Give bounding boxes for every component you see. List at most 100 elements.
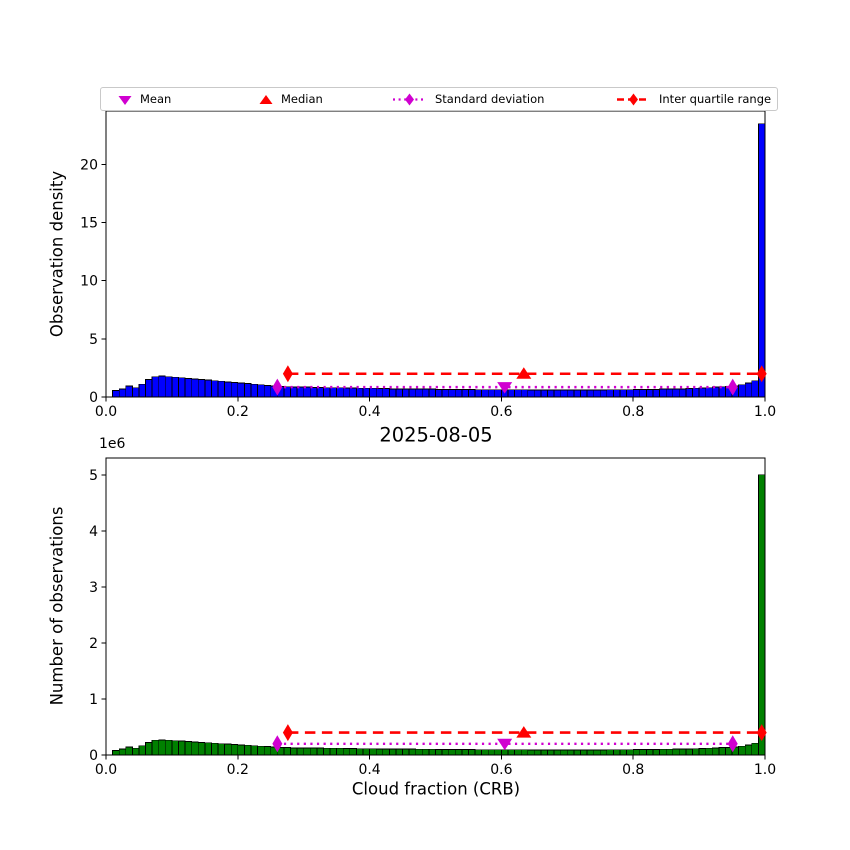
histogram-bar: [151, 739, 160, 756]
x-ticks: 0.0 0.2 0.4 0.6 0.8 1.0: [95, 755, 776, 778]
histogram-bar: [678, 748, 687, 756]
histogram-bar: [705, 747, 713, 756]
histogram-bar: [402, 388, 410, 398]
histogram-bar: [131, 387, 140, 398]
histogram-bar: [125, 746, 133, 756]
histogram-bar: [468, 389, 476, 398]
histogram-bar: [652, 749, 660, 756]
histogram-bar: [118, 748, 127, 756]
histogram-bar: [316, 747, 324, 756]
std-low-marker: [272, 378, 283, 396]
histogram-bar: [553, 389, 562, 398]
y-tick-label: 10: [80, 274, 98, 290]
histogram-bar: [197, 741, 206, 756]
legend-item-iqr: Inter quartile range: [615, 88, 771, 110]
histogram-bar: [494, 749, 502, 756]
x-tick-label: 0.6: [490, 404, 512, 420]
histogram-bar: [441, 749, 450, 756]
histogram-bar: [296, 747, 305, 756]
y-tick-label: 3: [89, 580, 98, 596]
histogram-bar: [342, 748, 351, 756]
histogram-bar: [375, 748, 384, 756]
histogram-bar: [171, 376, 179, 398]
histogram-bar: [619, 749, 628, 756]
histogram-bar: [375, 388, 384, 398]
histogram-bar: [402, 748, 410, 756]
y-ticks: 0 1 2 3 4 5: [89, 468, 106, 764]
y-tick-label: 15: [80, 216, 98, 232]
histogram-bar: [698, 748, 707, 756]
histogram-bar: [547, 749, 555, 756]
histogram-bar: [599, 389, 608, 398]
histogram-bar: [349, 748, 357, 756]
histogram-bar: [626, 749, 634, 756]
histogram-bar: [566, 749, 575, 756]
histogram-bar: [230, 382, 239, 398]
histogram-bar: [672, 748, 680, 756]
histogram-bar: [131, 747, 140, 756]
x-tick-label: 0.4: [358, 404, 380, 420]
histogram-bar: [711, 747, 720, 756]
histogram-bar: [336, 747, 344, 756]
histogram-bar: [520, 749, 529, 756]
histogram-bar: [356, 387, 364, 398]
histogram-bar: [316, 387, 324, 398]
histogram-bar: [573, 749, 581, 756]
legend-item-mean: Mean: [117, 88, 171, 110]
histogram-bar: [744, 382, 753, 398]
legend-item-std: Standard deviation: [391, 88, 544, 110]
histogram-bar: [382, 388, 390, 398]
histogram-bar: [758, 123, 766, 398]
histogram-bar: [593, 749, 601, 756]
histogram-bar: [593, 389, 601, 398]
histogram-bar: [369, 387, 377, 398]
histogram-bar: [408, 388, 417, 398]
histogram-bar: [560, 749, 568, 756]
mean-marker: [497, 738, 513, 751]
histogram-bar: [659, 748, 667, 756]
x-tick-label: 0.0: [95, 762, 117, 778]
histogram-bar: [204, 742, 212, 756]
histogram-bar: [435, 389, 443, 398]
histogram-bar: [243, 744, 252, 756]
histogram-bar: [145, 741, 153, 756]
histogram-bar: [388, 748, 397, 756]
histogram-bar: [184, 377, 193, 398]
histogram-bar: [718, 747, 726, 756]
histogram-bar: [164, 739, 173, 756]
histogram-bar: [237, 382, 245, 398]
histogram-bar: [454, 749, 463, 756]
histogram-bar: [309, 387, 318, 398]
x-tick-label: 0.6: [490, 762, 512, 778]
histogram-bar: [290, 386, 298, 398]
histogram-bar: [711, 386, 720, 398]
histogram-bar: [435, 749, 443, 756]
histogram-bar: [329, 387, 338, 398]
histogram-bar: [362, 387, 371, 398]
histogram-bar: [487, 749, 496, 756]
histogram-bar: [514, 389, 522, 398]
histogram-bar: [323, 387, 331, 398]
histogram-bar: [692, 387, 700, 398]
histogram-bar: [580, 389, 588, 398]
histogram-bar: [685, 748, 693, 756]
histogram-bar: [309, 747, 318, 756]
histogram-bar: [303, 747, 311, 756]
axes-spine: [105, 457, 766, 756]
histogram-bar: [553, 749, 562, 756]
histogram-bar: [461, 389, 469, 398]
histogram-bar: [178, 377, 186, 398]
x-tick-label: 1.0: [754, 404, 776, 420]
histogram-bar: [382, 748, 390, 756]
histogram-bar: [494, 389, 502, 398]
bottom-y-axis-label: Number of observations: [47, 506, 67, 706]
histogram-bar: [369, 748, 377, 756]
histogram-bar: [138, 383, 146, 398]
histogram-bar: [237, 744, 245, 756]
y-tick-label: 20: [80, 157, 98, 173]
iqr-high-marker: [756, 724, 767, 742]
histogram-bar: [342, 387, 351, 398]
y-ticks: 0 5 10 15 20: [80, 157, 106, 406]
histogram-bar: [645, 749, 654, 756]
